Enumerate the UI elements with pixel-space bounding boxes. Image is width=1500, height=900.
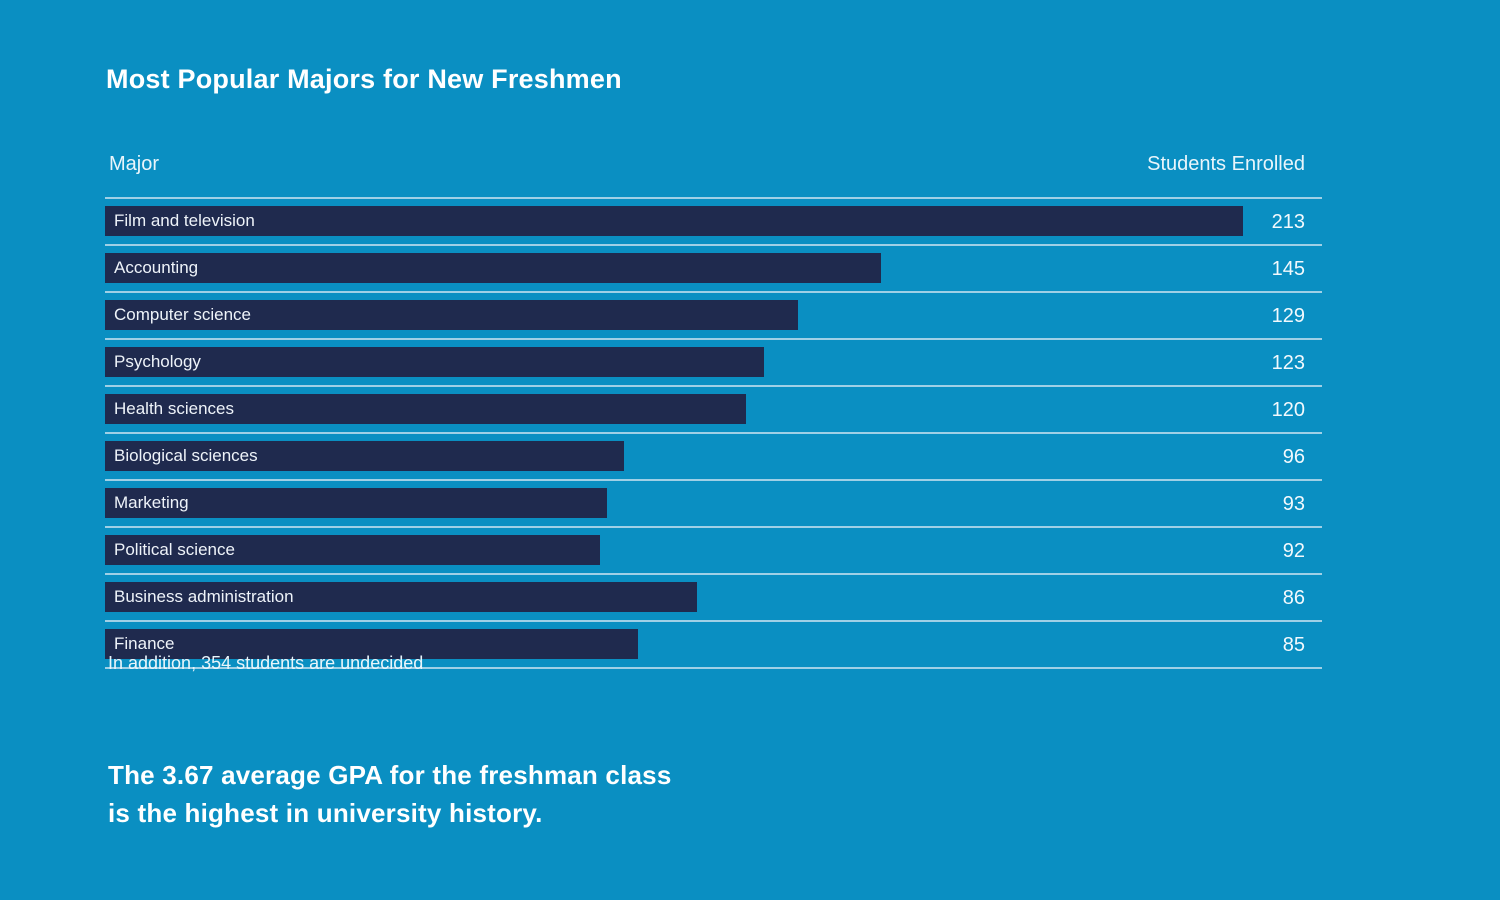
gpa-callout-line2: is the highest in university history. <box>108 798 543 828</box>
column-header-major: Major <box>109 153 160 175</box>
bar-label: Finance <box>114 634 175 653</box>
bar-biological-sciences: Biological sciences <box>105 441 624 471</box>
column-header-students-enrolled: Students Enrolled <box>1147 153 1305 175</box>
bar-value: 145 <box>1271 258 1305 280</box>
bar-business-administration: Business administration <box>105 582 697 612</box>
bar-value: 123 <box>1271 352 1305 374</box>
bar-health-sciences: Health sciences <box>105 394 746 424</box>
bar-label: Biological sciences <box>114 446 258 465</box>
gpa-callout: The 3.67 average GPA for the freshman cl… <box>108 756 672 832</box>
bar-label: Accounting <box>114 258 199 277</box>
row-accounting: Accounting 145 <box>105 244 1322 291</box>
bar-film-and-television: Film and television <box>105 206 1243 236</box>
bar-value: 93 <box>1282 493 1305 515</box>
bar-label: Computer science <box>114 305 252 324</box>
bar-finance: Finance <box>105 629 638 659</box>
bar-label: Business administration <box>114 587 294 606</box>
bar-label: Marketing <box>114 493 189 512</box>
bar-value: 129 <box>1271 305 1305 327</box>
bar-value: 92 <box>1282 540 1305 562</box>
row-marketing: Marketing 93 <box>105 479 1322 526</box>
row-biological-sciences: Biological sciences 96 <box>105 432 1322 479</box>
bar-label: Health sciences <box>114 399 235 418</box>
row-health-sciences: Health sciences 120 <box>105 385 1322 432</box>
undecided-footnote: In addition, 354 students are undecided <box>108 653 424 673</box>
bar-chart: Film and television 213 Accounting 145 C… <box>105 197 1322 669</box>
bar-value: 213 <box>1271 211 1305 233</box>
bar-value: 86 <box>1282 587 1305 609</box>
bar-value: 120 <box>1271 399 1305 421</box>
bar-marketing: Marketing <box>105 488 607 518</box>
row-business-administration: Business administration 86 <box>105 573 1322 620</box>
bar-label: Political science <box>114 540 235 559</box>
bar-political-science: Political science <box>105 535 600 565</box>
gpa-callout-line1: The 3.67 average GPA for the freshman cl… <box>108 760 672 790</box>
row-film-and-television: Film and television 213 <box>105 197 1322 244</box>
bar-value: 85 <box>1282 634 1305 656</box>
row-political-science: Political science 92 <box>105 526 1322 573</box>
bar-accounting: Accounting <box>105 253 881 283</box>
bar-label: Film and television <box>114 211 255 230</box>
chart-title: Most Popular Majors for New Freshmen <box>106 64 622 94</box>
bar-label: Psychology <box>114 352 201 371</box>
row-computer-science: Computer science 129 <box>105 291 1322 338</box>
bar-computer-science: Computer science <box>105 300 798 330</box>
row-psychology: Psychology 123 <box>105 338 1322 385</box>
bar-value: 96 <box>1282 446 1305 468</box>
column-header-row: Major Students Enrolled <box>105 153 1305 176</box>
bar-psychology: Psychology <box>105 347 764 377</box>
row-finance: Finance 85 <box>105 620 1322 667</box>
